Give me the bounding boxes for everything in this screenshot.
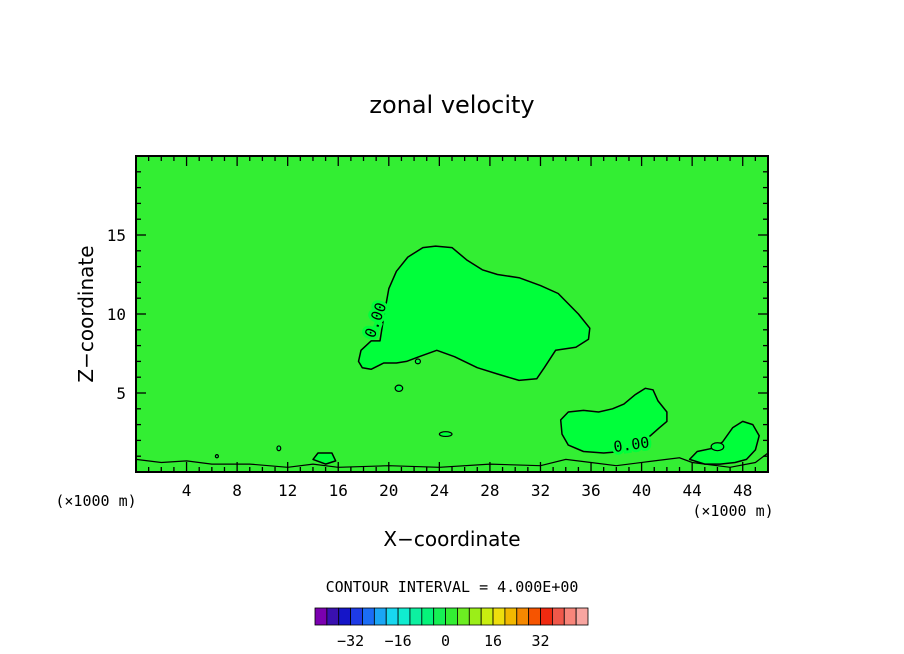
small-feature-3: [214, 454, 219, 459]
colorbar-swatch: [409, 607, 423, 626]
small-feature-1: [414, 358, 421, 365]
colorbar-tick-label: 0: [441, 632, 450, 650]
colorbar-swatch: [433, 607, 446, 626]
x-tick-label: 28: [480, 481, 499, 500]
contour-interval-text: CONTOUR INTERVAL = 4.000E+00: [326, 578, 579, 596]
contour-0: [357, 245, 591, 382]
colorbar-swatch: [504, 607, 518, 626]
colorbar-tick-label: −32: [337, 632, 364, 650]
colorbar-swatch: [350, 607, 363, 626]
y-tick-label: 5: [116, 384, 126, 403]
y-tick-labels: 5 10 15: [107, 226, 126, 403]
x-tick-label: 20: [379, 481, 398, 500]
colorbar-swatch: [528, 607, 541, 626]
colorbar-swatch: [397, 607, 411, 626]
x-tick-label: 8: [232, 481, 242, 500]
small-feature-2: [438, 431, 453, 438]
colorbar-swatch: [468, 607, 482, 626]
colorbar-tick-label: 32: [531, 632, 549, 650]
small-feature-5: [710, 442, 725, 452]
colorbar: [314, 607, 589, 626]
plot-area: 0.000.00: [135, 155, 769, 473]
colorbar-tick-label: 16: [484, 632, 502, 650]
chart-title: zonal velocity: [369, 91, 534, 119]
x-tick-label: 16: [329, 481, 348, 500]
colorbar-swatch: [385, 607, 399, 626]
small-feature-4: [276, 445, 282, 452]
colorbar-swatch: [563, 607, 577, 626]
colorbar-swatch: [314, 607, 328, 626]
colorbar-swatch: [492, 607, 506, 626]
colorbar-swatch: [551, 607, 565, 626]
colorbar-swatch: [338, 607, 352, 626]
colorbar-swatch: [480, 607, 494, 626]
x-tick-label: 24: [430, 481, 449, 500]
small-feature-0: [394, 384, 404, 393]
colorbar-labels: −32 −16 0 16 32: [337, 632, 549, 650]
x-tick-label: 4: [182, 481, 192, 500]
colorbar-swatch: [373, 607, 387, 626]
colorbar-swatch: [326, 607, 340, 626]
x-unit-left: (×1000 m): [55, 492, 136, 510]
contour-layer: [312, 245, 760, 465]
colorbar-swatch: [362, 607, 375, 626]
x-tick-label: 44: [683, 481, 702, 500]
colorbar-swatch: [540, 607, 553, 626]
x-tick-label: 12: [278, 481, 297, 500]
x-tick-label: 48: [733, 481, 752, 500]
colorbar-swatch: [516, 607, 530, 626]
x-tick-label: 36: [581, 481, 600, 500]
x-tick-labels: 4 8 12 16 20 24 28 32 36 40 44 48: [182, 481, 753, 500]
y-tick-label: 15: [107, 226, 126, 245]
tick-layer: [136, 156, 768, 472]
colorbar-swatch: [457, 607, 470, 626]
contour-3: [312, 452, 337, 465]
contour-1: [559, 387, 668, 454]
colorbar-tick-label: −16: [385, 632, 412, 650]
x-tick-label: 32: [531, 481, 550, 500]
x-axis-label: X−coordinate: [383, 527, 520, 551]
colorbar-swatch: [445, 607, 458, 626]
colorbar-swatch: [421, 607, 435, 626]
y-axis-label: Z−coordinate: [74, 245, 98, 382]
y-tick-label: 10: [107, 305, 126, 324]
x-tick-label: 40: [632, 481, 651, 500]
colorbar-swatch: [575, 607, 589, 626]
x-unit-right: (×1000 m): [692, 502, 773, 520]
